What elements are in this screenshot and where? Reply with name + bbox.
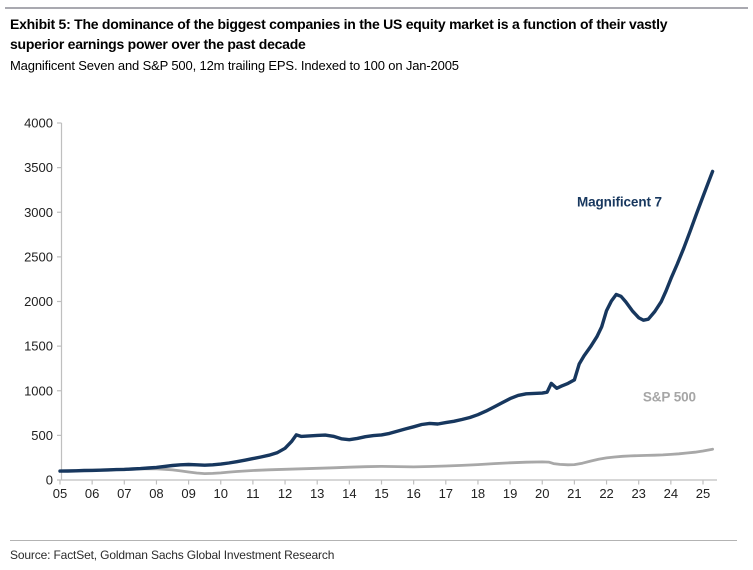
exhibit-title-line2: superior earnings power over the past de… (10, 36, 306, 52)
x-axis-tick-label: 15 (374, 486, 388, 501)
x-axis-tick-label: 10 (214, 486, 228, 501)
x-axis-tick-label: 20 (535, 486, 549, 501)
x-axis-tick-label: 05 (53, 486, 67, 501)
chart-header: Exhibit 5: The dominance of the biggest … (10, 14, 746, 74)
x-axis-tick-label: 16 (406, 486, 420, 501)
series-line-magnificent-7 (58, 169, 715, 473)
y-axis-tick-label: 1500 (24, 339, 53, 354)
x-axis-tick-label: 09 (181, 486, 195, 501)
exhibit-title-line1: Exhibit 5: The dominance of the biggest … (10, 16, 668, 32)
series-line-s-p-500 (58, 447, 714, 476)
series-label-magnificent-7: Magnificent 7 (577, 195, 662, 210)
y-axis-tick-label: 3000 (24, 205, 53, 220)
x-axis-tick-label: 24 (664, 486, 678, 501)
x-axis-tick-label: 07 (117, 486, 131, 501)
top-divider (5, 7, 748, 9)
x-axis-tick-label: 25 (696, 486, 710, 501)
series-label-s-p-500: S&P 500 (643, 390, 696, 405)
eps-line-chart: 0 500 1000 1500 2000 2500 3000 3500 4000 05 06 07 08… (24, 116, 717, 501)
x-axis-tick-label: 21 (567, 486, 581, 501)
x-axis-tick-label: 12 (278, 486, 292, 501)
x-axis-tick-label: 19 (503, 486, 517, 501)
y-axis-tick-label: 3500 (24, 160, 53, 175)
chart-canvas: 0 500 1000 1500 2000 2500 3000 3500 4000 05 06 07 08… (24, 116, 717, 501)
y-axis-tick-label: 0 (46, 473, 53, 488)
y-axis-tick-label: 4000 (24, 116, 53, 131)
x-axis-tick-label: 23 (631, 486, 645, 501)
x-axis-tick-label: 14 (342, 486, 356, 501)
x-axis-tick-label: 17 (439, 486, 453, 501)
y-axis-tick-label: 2500 (24, 249, 53, 264)
x-axis-tick-label: 22 (599, 486, 613, 501)
x-axis-tick-label: 11 (246, 486, 260, 501)
x-axis-tick-label: 18 (471, 486, 485, 501)
y-axis-tick-label: 500 (31, 428, 53, 443)
x-axis-tick-label: 13 (310, 486, 324, 501)
y-axis-tick-label: 1000 (24, 383, 53, 398)
source-note: Source: FactSet, Goldman Sachs Global In… (10, 548, 335, 562)
chart-subtitle: Magnificent Seven and S&P 500, 12m trail… (10, 58, 459, 73)
x-axis-tick-label: 06 (85, 486, 99, 501)
footer-divider (10, 540, 737, 541)
y-axis-tick-label: 2000 (24, 294, 53, 309)
x-axis-tick-label: 08 (149, 486, 163, 501)
